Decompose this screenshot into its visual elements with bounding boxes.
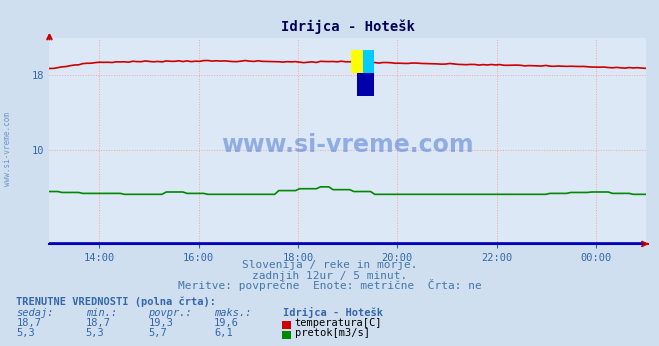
Text: Idrijca - Hotešk: Idrijca - Hotešk [283,307,384,318]
Text: 18,7: 18,7 [86,318,111,328]
Text: povpr.:: povpr.: [148,308,192,318]
Title: Idrijca - Hotešk: Idrijca - Hotešk [281,20,415,34]
Text: 5,3: 5,3 [86,328,104,338]
Text: Slovenija / reke in morje.: Slovenija / reke in morje. [242,260,417,270]
Text: 6,1: 6,1 [214,328,233,338]
Text: 19,3: 19,3 [148,318,173,328]
Text: 5,3: 5,3 [16,328,35,338]
Text: temperatura[C]: temperatura[C] [295,318,382,328]
FancyBboxPatch shape [351,51,362,73]
Text: TRENUTNE VREDNOSTI (polna črta):: TRENUTNE VREDNOSTI (polna črta): [16,297,216,307]
Text: Meritve: povprečne  Enote: metrične  Črta: ne: Meritve: povprečne Enote: metrične Črta:… [178,279,481,291]
Text: pretok[m3/s]: pretok[m3/s] [295,328,370,338]
FancyBboxPatch shape [362,51,374,73]
Text: 18,7: 18,7 [16,318,42,328]
Text: zadnjih 12ur / 5 minut.: zadnjih 12ur / 5 minut. [252,271,407,281]
Text: www.si-vreme.com: www.si-vreme.com [3,112,13,186]
Text: www.si-vreme.com: www.si-vreme.com [221,133,474,157]
FancyBboxPatch shape [357,73,374,96]
Text: 5,7: 5,7 [148,328,167,338]
Text: min.:: min.: [86,308,117,318]
Text: sedaj:: sedaj: [16,308,54,318]
Text: maks.:: maks.: [214,308,252,318]
Text: 19,6: 19,6 [214,318,239,328]
